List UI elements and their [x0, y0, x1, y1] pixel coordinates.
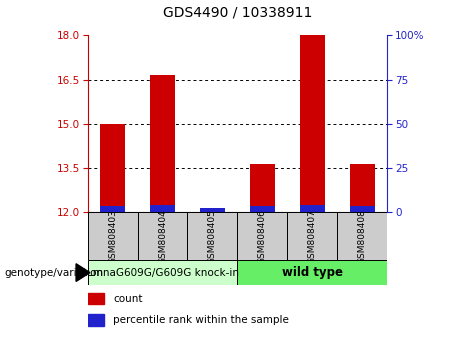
Bar	[150, 205, 175, 212]
Text: GDS4490 / 10338911: GDS4490 / 10338911	[163, 5, 312, 19]
Text: GSM808406: GSM808406	[258, 209, 267, 264]
Text: genotype/variation: genotype/variation	[5, 268, 104, 278]
Bar	[100, 124, 125, 212]
Text: GSM808404: GSM808404	[158, 209, 167, 264]
Bar	[250, 206, 275, 212]
Bar	[237, 260, 387, 285]
Bar	[250, 164, 275, 212]
Bar	[300, 205, 325, 212]
Text: GSM808408: GSM808408	[358, 209, 367, 264]
Polygon shape	[76, 264, 90, 281]
Text: wild type: wild type	[282, 266, 343, 279]
Text: LmnaG609G/G609G knock-in: LmnaG609G/G609G knock-in	[87, 268, 238, 278]
Bar	[188, 212, 237, 260]
Bar	[88, 212, 137, 260]
Text: count: count	[113, 293, 142, 304]
Text: GSM808403: GSM808403	[108, 209, 117, 264]
Bar	[350, 206, 375, 212]
Bar	[88, 260, 237, 285]
Text: GSM808407: GSM808407	[308, 209, 317, 264]
Bar	[88, 314, 104, 326]
Bar	[137, 212, 188, 260]
Bar	[200, 208, 225, 212]
Bar	[350, 164, 375, 212]
Text: GSM808405: GSM808405	[208, 209, 217, 264]
Bar	[287, 212, 337, 260]
Bar	[150, 75, 175, 212]
Bar	[237, 212, 287, 260]
Bar	[200, 211, 225, 212]
Text: percentile rank within the sample: percentile rank within the sample	[113, 315, 289, 325]
Bar	[300, 35, 325, 212]
Bar	[88, 293, 104, 304]
Bar	[100, 206, 125, 212]
Bar	[337, 212, 387, 260]
